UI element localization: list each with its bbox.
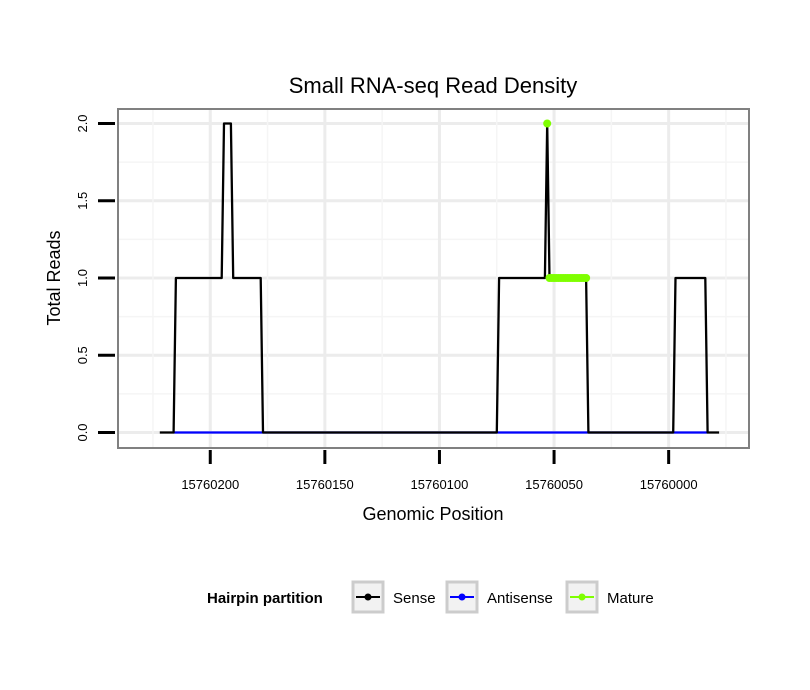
chart-title: Small RNA-seq Read Density: [289, 73, 578, 98]
legend-point-mature: [578, 593, 586, 601]
legend-label-sense: Sense: [393, 590, 436, 607]
mature-point: [543, 119, 552, 128]
legend-label-mature: Mature: [607, 590, 654, 607]
legend-title: Hairpin partition: [207, 590, 323, 607]
x-tick-label: 15760050: [525, 477, 583, 492]
y-axis: 0.0 0.5 1.0 1.5 2.0: [75, 114, 115, 442]
legend-point-sense: [364, 593, 372, 601]
y-tick-label: 2.0: [75, 114, 90, 132]
y-tick-label: 0.5: [75, 346, 90, 364]
legend-point-antisense: [458, 593, 466, 601]
legend: Hairpin partition Sense Antisense Mature: [207, 580, 654, 614]
mature-point: [582, 274, 591, 282]
x-tick-label: 15760000: [640, 477, 698, 492]
y-axis-label: Total Reads: [44, 230, 64, 325]
y-tick-label: 0.0: [75, 423, 90, 441]
x-tick-label: 15760150: [296, 477, 354, 492]
legend-label-antisense: Antisense: [487, 590, 553, 607]
plot-frame: [117, 108, 750, 449]
series-layer: [159, 119, 720, 434]
sense-series-line: [159, 122, 720, 434]
y-tick-label: 1.0: [75, 269, 90, 287]
x-axis: 15760200 15760150 15760100 15760050 15760000: [181, 450, 698, 492]
x-tick-label: 15760100: [411, 477, 469, 492]
x-tick-label: 15760200: [181, 477, 239, 492]
y-tick-label: 1.5: [75, 192, 90, 210]
x-axis-label: Genomic Position: [362, 504, 503, 524]
